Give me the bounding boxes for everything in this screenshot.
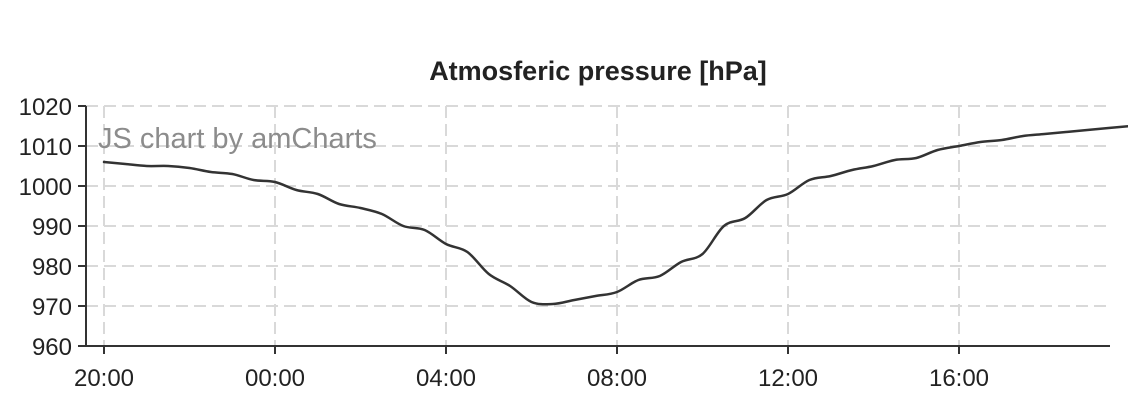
tick-labels: 960 970 980 990 1000 1010 1020 20:00 00:00 04:00 0… — [19, 94, 989, 392]
chart-title: Atmosferic pressure [hPa] — [429, 56, 767, 86]
x-tick-label: 08:00 — [587, 365, 647, 392]
x-tick-label: 20:00 — [74, 365, 134, 392]
y-tick-label: 960 — [32, 334, 72, 361]
x-tick-label: 00:00 — [245, 365, 305, 392]
y-tick-label: 980 — [32, 254, 72, 281]
y-tick-label: 1010 — [19, 134, 72, 161]
y-tick-label: 970 — [32, 294, 72, 321]
x-tick-label: 04:00 — [416, 365, 476, 392]
y-tick-label: 990 — [32, 214, 72, 241]
y-tick-label: 1000 — [19, 174, 72, 201]
amcharts-credit: JS chart by amCharts — [98, 123, 377, 155]
axes — [78, 105, 1110, 354]
y-tick-label: 1020 — [19, 94, 72, 121]
x-tick-label: 16:00 — [929, 365, 989, 392]
x-tick-label: 12:00 — [758, 365, 818, 392]
series-layer — [102, 124, 1128, 306]
pressure-series-line — [102, 124, 1128, 306]
